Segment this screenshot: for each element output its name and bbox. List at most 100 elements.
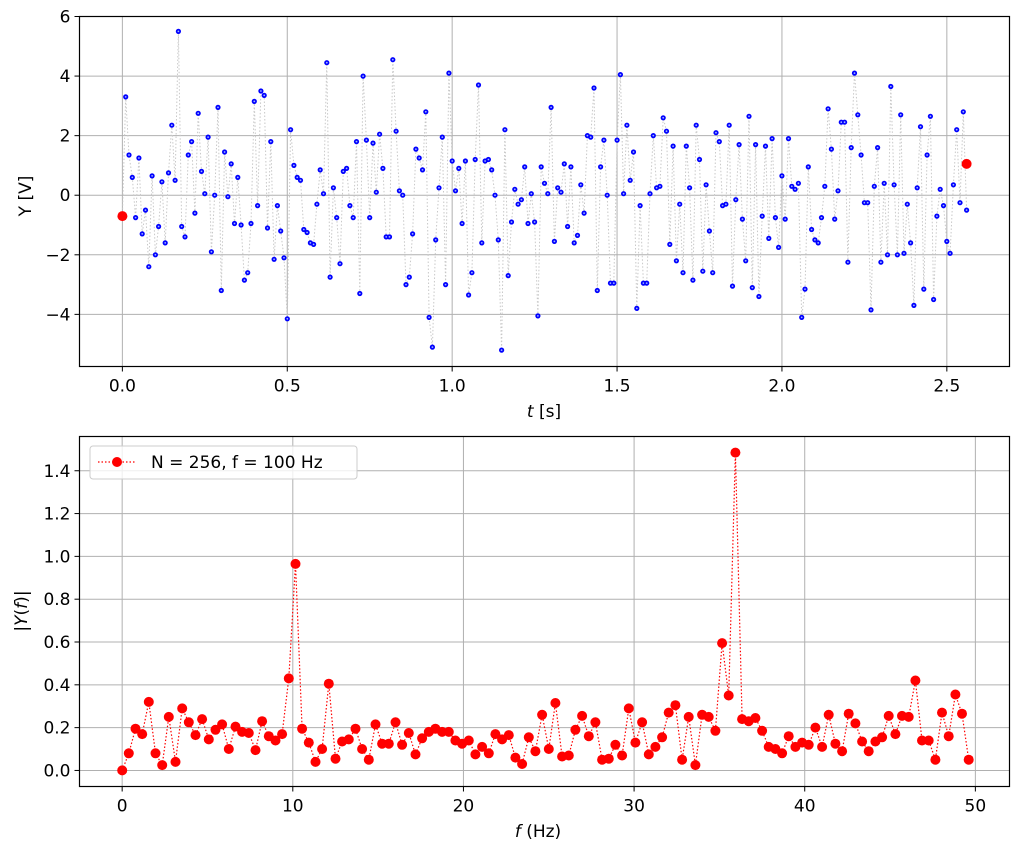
data-point-highlight bbox=[774, 216, 777, 219]
data-point-highlight bbox=[550, 106, 552, 109]
data-point bbox=[177, 703, 188, 714]
spectrum-line bbox=[121, 452, 970, 771]
spectrum-ticks: 0 10 20 30 40 50 0.0 0.2 0.4 0.6 0.8 1.0 1.2 1.4 bbox=[43, 462, 986, 817]
data-point bbox=[730, 447, 741, 458]
data-point bbox=[330, 753, 341, 764]
x-tick-label: 0 bbox=[117, 797, 128, 817]
data-point-highlight bbox=[622, 192, 625, 195]
data-point-highlight bbox=[197, 112, 200, 115]
data-point-highlight bbox=[738, 143, 740, 146]
data-point-highlight bbox=[309, 242, 312, 244]
data-point bbox=[583, 731, 594, 742]
data-point bbox=[777, 748, 788, 759]
time-series-ticks: 0.0 0.5 1.0 1.5 2.0 2.5 −4 −2 0 2 4 6 bbox=[45, 8, 960, 397]
data-point-highlight bbox=[230, 163, 233, 165]
data-point-highlight bbox=[490, 169, 493, 171]
data-point bbox=[217, 719, 228, 730]
data-point bbox=[810, 722, 821, 733]
data-point-highlight bbox=[454, 189, 457, 192]
x-tick-label: 2.0 bbox=[768, 377, 795, 397]
data-point-highlight bbox=[589, 136, 592, 139]
data-point-highlight bbox=[510, 221, 513, 223]
data-point-highlight bbox=[761, 215, 764, 218]
data-point-highlight bbox=[434, 239, 437, 241]
data-point-highlight bbox=[586, 134, 589, 137]
data-point bbox=[961, 158, 972, 169]
data-point-highlight bbox=[955, 128, 958, 131]
data-point-highlight bbox=[962, 110, 965, 113]
data-point-highlight bbox=[418, 157, 421, 159]
data-point-highlight bbox=[187, 154, 190, 156]
data-point bbox=[250, 745, 261, 756]
data-point-highlight bbox=[546, 192, 549, 195]
data-point-highlight bbox=[847, 261, 849, 264]
data-point-highlight bbox=[154, 253, 157, 256]
data-point-highlight bbox=[695, 124, 698, 127]
data-point bbox=[930, 754, 941, 765]
data-point bbox=[137, 729, 148, 740]
data-point-highlight bbox=[573, 242, 576, 244]
data-point bbox=[157, 760, 168, 771]
x-tick-label: 2.5 bbox=[933, 377, 960, 397]
data-point bbox=[350, 723, 361, 734]
data-point-highlight bbox=[784, 218, 787, 221]
data-point-highlight bbox=[929, 115, 932, 118]
data-point-highlight bbox=[668, 243, 671, 246]
data-point-highlight bbox=[335, 216, 338, 219]
data-point bbox=[343, 734, 354, 745]
data-point bbox=[490, 729, 501, 740]
data-point-highlight bbox=[312, 243, 315, 246]
data-point bbox=[470, 749, 481, 760]
x-tick-label: 50 bbox=[965, 797, 987, 817]
spectrum-axes: 0 10 20 30 40 50 0.0 0.2 0.4 0.6 0.8 1.0 1.2 1.4 f (H… bbox=[12, 435, 1011, 842]
data-point-highlight bbox=[464, 160, 467, 162]
data-point-highlight bbox=[540, 166, 543, 168]
data-point-highlight bbox=[480, 242, 483, 244]
y-tick-label: 1.0 bbox=[43, 547, 70, 567]
data-point bbox=[823, 709, 834, 720]
data-point-highlight bbox=[952, 183, 955, 186]
data-point-highlight bbox=[570, 166, 572, 168]
data-point bbox=[150, 748, 161, 759]
data-point bbox=[123, 748, 134, 759]
data-point-highlight bbox=[856, 113, 859, 116]
data-point bbox=[417, 733, 428, 744]
data-point-highlight bbox=[227, 195, 229, 198]
data-point bbox=[183, 717, 194, 728]
data-point bbox=[570, 724, 581, 735]
data-point-highlight bbox=[718, 140, 721, 143]
data-point-highlight bbox=[583, 212, 585, 215]
data-point-highlight bbox=[715, 131, 717, 134]
data-point-highlight bbox=[250, 222, 252, 225]
data-point bbox=[550, 698, 561, 708]
data-point-highlight bbox=[665, 130, 668, 133]
data-point bbox=[837, 746, 848, 757]
data-point-highlight bbox=[560, 191, 562, 194]
data-point-highlight bbox=[269, 140, 272, 143]
data-point-highlight bbox=[758, 295, 760, 298]
data-point-highlight bbox=[342, 170, 345, 173]
data-point bbox=[290, 558, 301, 569]
data-point-highlight bbox=[151, 175, 154, 177]
data-point-highlight bbox=[771, 137, 773, 140]
data-point-highlight bbox=[639, 204, 641, 207]
data-point-highlight bbox=[203, 192, 206, 195]
data-point-highlight bbox=[325, 61, 328, 64]
time-series-axes: 0.0 0.5 1.0 1.5 2.0 2.5 −4 −2 0 2 4 6 t [s] Y [V] bbox=[16, 8, 1011, 422]
data-point bbox=[590, 717, 601, 728]
data-point bbox=[657, 732, 668, 743]
data-point bbox=[857, 736, 868, 747]
data-point-highlight bbox=[471, 271, 473, 274]
data-point-highlight bbox=[843, 121, 846, 124]
data-point bbox=[390, 717, 401, 728]
data-point-highlight bbox=[883, 182, 886, 185]
data-point-highlight bbox=[682, 271, 684, 274]
data-point-highlight bbox=[794, 188, 796, 191]
legend: N = 256, f = 100 Hz bbox=[89, 445, 358, 480]
data-point-highlight bbox=[233, 222, 236, 225]
data-point-highlight bbox=[424, 110, 427, 113]
data-point-highlight bbox=[579, 183, 582, 186]
data-point bbox=[170, 756, 181, 767]
data-point bbox=[363, 754, 374, 765]
data-point-highlight bbox=[147, 265, 150, 268]
